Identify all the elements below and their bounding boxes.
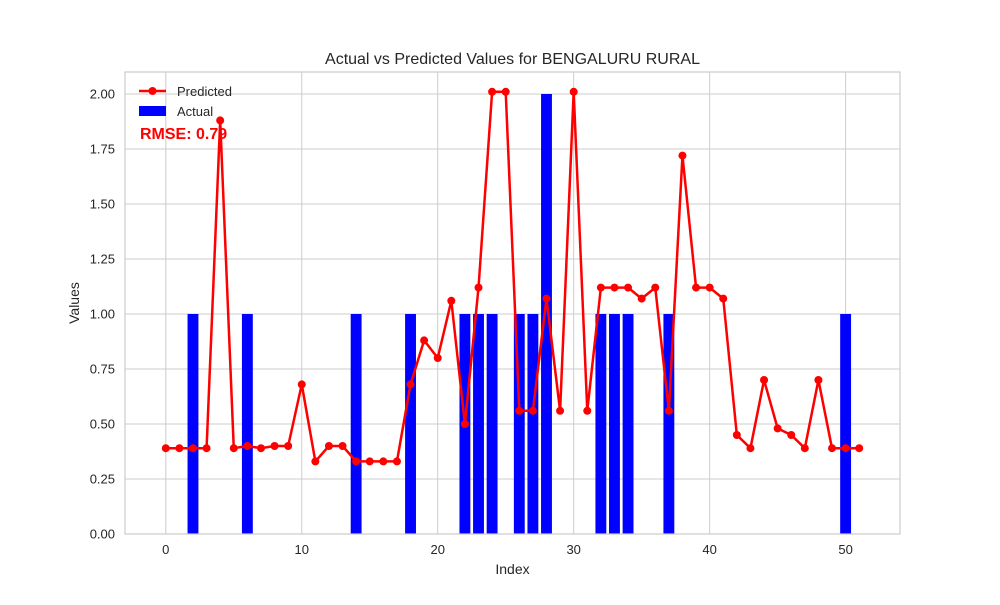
predicted-point <box>542 294 551 303</box>
predicted-point <box>515 406 524 415</box>
predicted-point <box>460 420 469 428</box>
y-tick-label: 0.75 <box>90 362 115 377</box>
legend: Predicted Actual <box>139 84 232 119</box>
legend-predicted-label: Predicted <box>177 84 232 99</box>
predicted-point <box>651 283 660 292</box>
predicted-point <box>556 406 565 415</box>
predicted-point <box>692 283 701 292</box>
predicted-line <box>165 90 860 463</box>
predicted-point <box>256 444 265 453</box>
actual-bar <box>527 314 539 534</box>
predicted-point <box>637 294 646 303</box>
predicted-point <box>732 431 741 439</box>
predicted-point <box>433 354 442 362</box>
predicted-point <box>583 406 592 415</box>
predicted-point <box>243 442 252 450</box>
predicted-point <box>705 283 714 292</box>
actual-bar <box>622 314 634 534</box>
predicted-point <box>596 283 605 292</box>
predicted-point <box>392 457 401 466</box>
x-tick-labels: 0 10 20 30 40 50 <box>162 542 853 557</box>
y-tick-label: 0.25 <box>90 472 115 487</box>
y-tick-label: 1.75 <box>90 142 115 157</box>
actual-bar <box>663 314 675 534</box>
actual-bar <box>513 314 525 534</box>
predicted-point <box>610 283 619 292</box>
actual-bar <box>350 314 362 534</box>
predicted-point <box>488 87 497 96</box>
predicted-point <box>420 336 429 345</box>
predicted-point <box>719 294 728 303</box>
actual-bar <box>609 314 620 534</box>
x-tick-label: 10 <box>295 542 309 557</box>
legend-predicted-marker <box>148 87 157 95</box>
predicted-point <box>501 87 510 96</box>
actual-bar <box>187 314 199 534</box>
predicted-point <box>528 406 537 415</box>
actual-bar <box>405 314 416 534</box>
actual-bar <box>486 314 498 534</box>
predicted-point <box>324 442 333 450</box>
predicted-point <box>338 442 347 450</box>
predicted-point <box>814 376 823 384</box>
predicted-point <box>406 380 415 389</box>
predicted-point <box>270 442 279 450</box>
predicted-point <box>365 457 374 466</box>
actual-bar <box>473 314 484 534</box>
x-tick-label: 50 <box>838 542 852 557</box>
predicted-point <box>311 457 320 466</box>
predicted-point <box>760 376 769 384</box>
actual-bar <box>541 94 552 534</box>
predicted-point <box>678 151 687 160</box>
predicted-point <box>787 431 796 439</box>
y-tick-label: 1.00 <box>90 307 115 322</box>
y-tick-label: 2.00 <box>90 87 115 102</box>
line-layer <box>161 87 864 466</box>
predicted-point <box>229 444 238 453</box>
predicted-point <box>447 296 456 305</box>
x-tick-label: 40 <box>702 542 716 557</box>
predicted-point <box>569 87 578 96</box>
predicted-point <box>841 444 850 453</box>
predicted-point <box>352 457 361 466</box>
predicted-point <box>202 444 211 453</box>
predicted-point <box>855 444 864 453</box>
predicted-point <box>188 444 197 453</box>
x-tick-label: 30 <box>566 542 580 557</box>
rmse-annotation: RMSE: 0.79 <box>140 126 227 143</box>
y-tick-labels: 0.00 0.25 0.50 0.75 1.00 1.25 1.50 1.75 2.00 <box>90 87 115 542</box>
chart-title: Actual vs Predicted Values for BENGALURU… <box>325 51 700 68</box>
predicted-point <box>800 444 809 453</box>
y-tick-label: 0.00 <box>90 527 115 542</box>
legend-actual-swatch <box>139 106 166 116</box>
predicted-point <box>746 444 755 453</box>
plot-frame <box>124 71 901 535</box>
legend-actual-label: Actual <box>177 104 213 119</box>
predicted-point <box>828 444 837 453</box>
x-axis-label: Index <box>495 561 529 577</box>
predicted-point <box>664 406 673 415</box>
grid-layer <box>125 72 900 535</box>
predicted-point <box>216 116 225 125</box>
predicted-point <box>284 442 293 450</box>
actual-bar <box>241 314 253 534</box>
y-tick-label: 1.50 <box>90 197 115 212</box>
predicted-point <box>773 424 782 433</box>
x-tick-label: 20 <box>430 542 444 557</box>
predicted-point <box>161 444 170 453</box>
actual-bar <box>840 314 852 534</box>
predicted-point <box>175 444 184 453</box>
y-tick-label: 0.50 <box>90 417 115 432</box>
predicted-point <box>474 283 483 292</box>
actual-bar <box>595 314 607 534</box>
predicted-point <box>624 283 633 292</box>
predicted-point <box>379 457 388 466</box>
y-axis-label: Values <box>66 282 82 324</box>
x-tick-label: 0 <box>162 542 169 557</box>
predicted-point <box>297 380 306 389</box>
y-tick-label: 1.25 <box>90 252 115 267</box>
